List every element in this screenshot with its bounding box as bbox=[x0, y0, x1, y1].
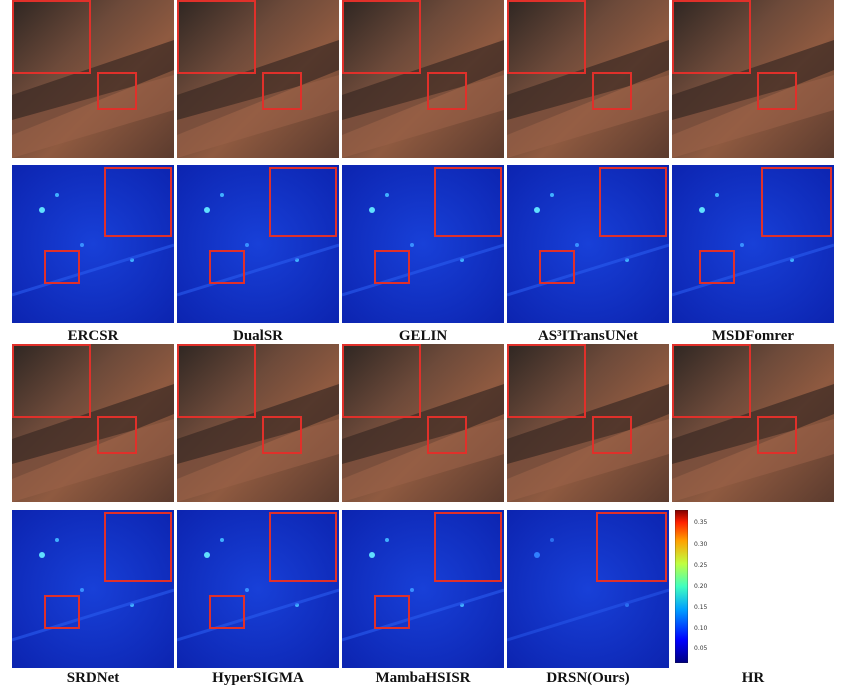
rgb-tile-drsn bbox=[507, 344, 669, 502]
error-map-msdfomrer bbox=[672, 165, 834, 323]
rgb-tile-as3itransunet bbox=[507, 0, 669, 158]
error-map-as3itransunet bbox=[507, 165, 669, 323]
colorbar bbox=[675, 510, 688, 663]
method-label-mambahsisr: MambaHSISR bbox=[375, 670, 471, 686]
method-label-drsn: DRSN(Ours) bbox=[546, 670, 630, 686]
rgb-tile-mambahsisr bbox=[342, 344, 504, 502]
error-map-drsn bbox=[507, 510, 669, 668]
colorbar-tick: 0.20 bbox=[694, 583, 708, 590]
error-map-srdnet bbox=[12, 510, 174, 668]
error-map-dualsr bbox=[177, 165, 339, 323]
rgb-tile-srdnet bbox=[12, 344, 174, 502]
rgb-tile-gelin bbox=[342, 0, 504, 158]
rgb-tile-ercsr bbox=[12, 0, 174, 158]
method-label-hypersigma: HyperSIGMA bbox=[212, 670, 304, 686]
method-label-as3itransunet: AS³ITransUNet bbox=[537, 328, 639, 344]
error-map-hypersigma bbox=[177, 510, 339, 668]
colorbar-tick: 0.30 bbox=[694, 541, 708, 548]
method-label-ercsr: ERCSR bbox=[67, 328, 119, 344]
colorbar-tick: 0.15 bbox=[694, 604, 708, 611]
error-map-gelin bbox=[342, 165, 504, 323]
colorbar-tick: 0.05 bbox=[694, 645, 708, 652]
method-label-dualsr: DualSR bbox=[232, 328, 284, 344]
rgb-tile-msdfomrer bbox=[672, 0, 834, 158]
error-map-ercsr bbox=[12, 165, 174, 323]
method-label-gelin: GELIN bbox=[398, 328, 448, 344]
error-map-mambahsisr bbox=[342, 510, 504, 668]
rgb-tile-hypersigma bbox=[177, 344, 339, 502]
rgb-tile-dualsr bbox=[177, 0, 339, 158]
colorbar-tick: 0.10 bbox=[694, 625, 708, 632]
method-label-msdfomrer: MSDFomrer bbox=[711, 328, 795, 344]
colorbar-tick: 0.25 bbox=[694, 562, 708, 569]
reference-label-hr: HR bbox=[741, 670, 765, 686]
colorbar-tick: 0.35 bbox=[694, 519, 708, 526]
method-label-srdnet: SRDNet bbox=[66, 670, 120, 686]
rgb-tile-hr bbox=[672, 344, 834, 502]
